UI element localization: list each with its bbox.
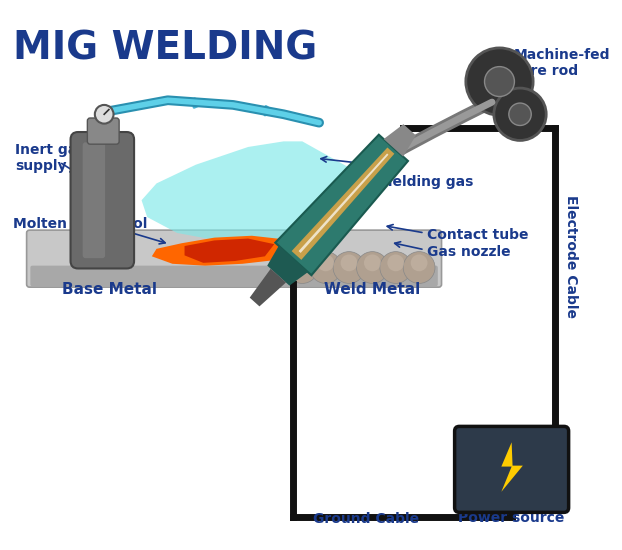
FancyBboxPatch shape <box>27 230 442 287</box>
Polygon shape <box>276 135 408 275</box>
Text: Machine-fed
wire rod: Machine-fed wire rod <box>514 48 610 78</box>
Circle shape <box>95 105 114 124</box>
Circle shape <box>310 252 341 283</box>
Circle shape <box>485 67 514 96</box>
Polygon shape <box>292 147 394 260</box>
Text: Base Metal: Base Metal <box>62 282 157 296</box>
Polygon shape <box>299 153 389 253</box>
Circle shape <box>466 48 533 115</box>
FancyBboxPatch shape <box>455 426 569 513</box>
Text: Weld Metal: Weld Metal <box>324 282 420 296</box>
Circle shape <box>341 255 358 271</box>
Circle shape <box>317 255 334 271</box>
FancyBboxPatch shape <box>30 266 438 286</box>
Polygon shape <box>249 269 286 306</box>
FancyBboxPatch shape <box>83 142 105 258</box>
Circle shape <box>356 252 388 283</box>
Text: Molten weld pool: Molten weld pool <box>12 217 147 230</box>
Circle shape <box>286 252 318 283</box>
Circle shape <box>403 252 435 283</box>
Text: Electrode Cable: Electrode Cable <box>564 195 578 318</box>
Circle shape <box>494 88 546 140</box>
Circle shape <box>333 252 365 283</box>
Circle shape <box>294 255 311 271</box>
FancyBboxPatch shape <box>87 118 119 144</box>
Text: Gas nozzle: Gas nozzle <box>427 245 510 258</box>
Circle shape <box>380 252 412 283</box>
Text: Shielding gas: Shielding gas <box>368 175 473 190</box>
Text: Contact tube: Contact tube <box>427 228 528 242</box>
Circle shape <box>364 255 381 271</box>
Polygon shape <box>267 246 308 285</box>
Text: Power source: Power source <box>458 512 565 525</box>
Polygon shape <box>501 442 523 492</box>
Polygon shape <box>142 141 360 246</box>
Text: MIG WELDING: MIG WELDING <box>12 29 317 67</box>
Circle shape <box>388 255 404 271</box>
Circle shape <box>411 255 427 271</box>
Polygon shape <box>384 124 416 157</box>
Polygon shape <box>185 239 274 263</box>
Polygon shape <box>152 236 299 266</box>
Text: Ground Cable: Ground Cable <box>313 513 419 526</box>
FancyBboxPatch shape <box>70 132 134 268</box>
Text: Arc: Arc <box>368 158 394 173</box>
Text: Inert gas
supply: Inert gas supply <box>16 143 86 173</box>
Circle shape <box>509 103 531 125</box>
